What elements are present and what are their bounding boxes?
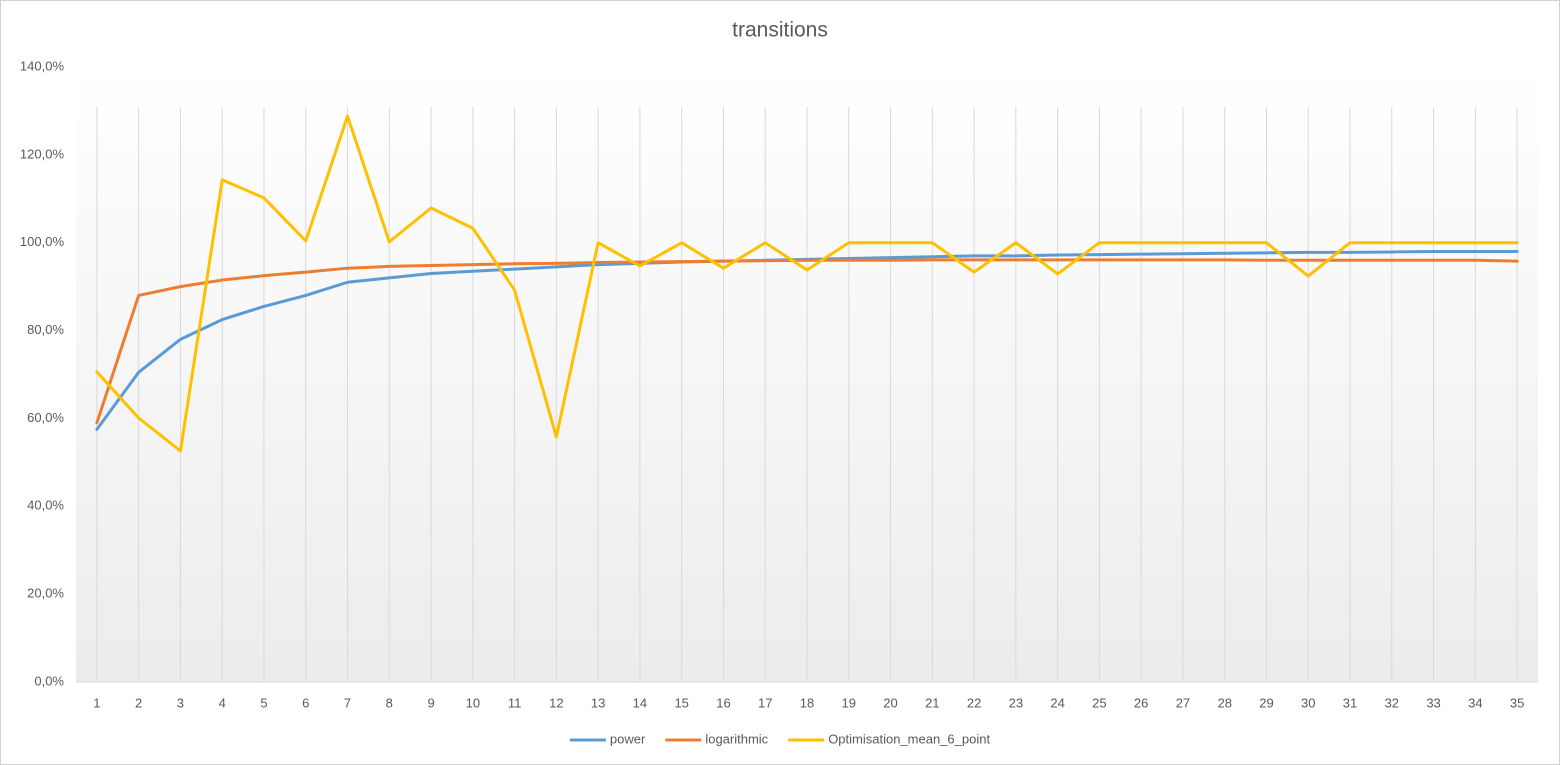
x-tick-label: 30 bbox=[1301, 695, 1315, 710]
x-tick-label: 4 bbox=[219, 695, 226, 710]
x-tick-label: 11 bbox=[508, 695, 522, 710]
x-tick-label: 12 bbox=[549, 695, 563, 710]
x-tick-label: 3 bbox=[177, 695, 184, 710]
x-tick-label: 29 bbox=[1259, 695, 1273, 710]
x-tick-label: 10 bbox=[466, 695, 480, 710]
y-tick-label: 20,0% bbox=[27, 586, 64, 601]
x-tick-label: 24 bbox=[1050, 695, 1064, 710]
y-tick-label: 80,0% bbox=[27, 322, 64, 337]
legend-label: logarithmic bbox=[705, 731, 768, 746]
x-tick-label: 9 bbox=[427, 695, 434, 710]
y-tick-label: 100,0% bbox=[20, 234, 65, 249]
x-tick-label: 5 bbox=[260, 695, 267, 710]
x-tick-label: 1 bbox=[93, 695, 100, 710]
x-tick-label: 34 bbox=[1468, 695, 1482, 710]
x-tick-label: 18 bbox=[800, 695, 814, 710]
x-tick-label: 31 bbox=[1343, 695, 1357, 710]
x-tick-label: 25 bbox=[1092, 695, 1106, 710]
x-tick-label: 23 bbox=[1009, 695, 1023, 710]
x-tick-label: 27 bbox=[1176, 695, 1190, 710]
x-tick-label: 19 bbox=[842, 695, 856, 710]
x-tick-label: 28 bbox=[1217, 695, 1231, 710]
y-tick-label: 40,0% bbox=[27, 498, 64, 513]
series-line bbox=[95, 114, 1519, 453]
x-tick-label: 32 bbox=[1385, 695, 1399, 710]
y-tick-label: 120,0% bbox=[20, 146, 65, 161]
y-tick-label: 0,0% bbox=[34, 673, 64, 688]
x-tick-label: 7 bbox=[344, 695, 351, 710]
x-tick-label: 35 bbox=[1510, 695, 1524, 710]
x-tick-label: 15 bbox=[674, 695, 688, 710]
y-tick-label: 60,0% bbox=[27, 410, 64, 425]
x-tick-label: 8 bbox=[386, 695, 393, 710]
x-tick-label: 22 bbox=[967, 695, 981, 710]
x-tick-label: 2 bbox=[135, 695, 142, 710]
x-tick-label: 33 bbox=[1426, 695, 1440, 710]
legend-label: power bbox=[610, 731, 646, 746]
x-tick-label: 14 bbox=[633, 695, 647, 710]
series-line bbox=[95, 258, 1519, 425]
x-tick-label: 20 bbox=[883, 695, 897, 710]
x-tick-label: 26 bbox=[1134, 695, 1148, 710]
x-tick-label: 17 bbox=[758, 695, 772, 710]
y-tick-label: 140,0% bbox=[20, 58, 65, 73]
x-tick-label: 21 bbox=[925, 695, 939, 710]
legend-label: Optimisation_mean_6_point bbox=[828, 731, 990, 746]
x-tick-label: 6 bbox=[302, 695, 309, 710]
x-tick-label: 16 bbox=[716, 695, 730, 710]
x-tick-label: 13 bbox=[591, 695, 605, 710]
chart-title: transitions bbox=[732, 19, 828, 42]
